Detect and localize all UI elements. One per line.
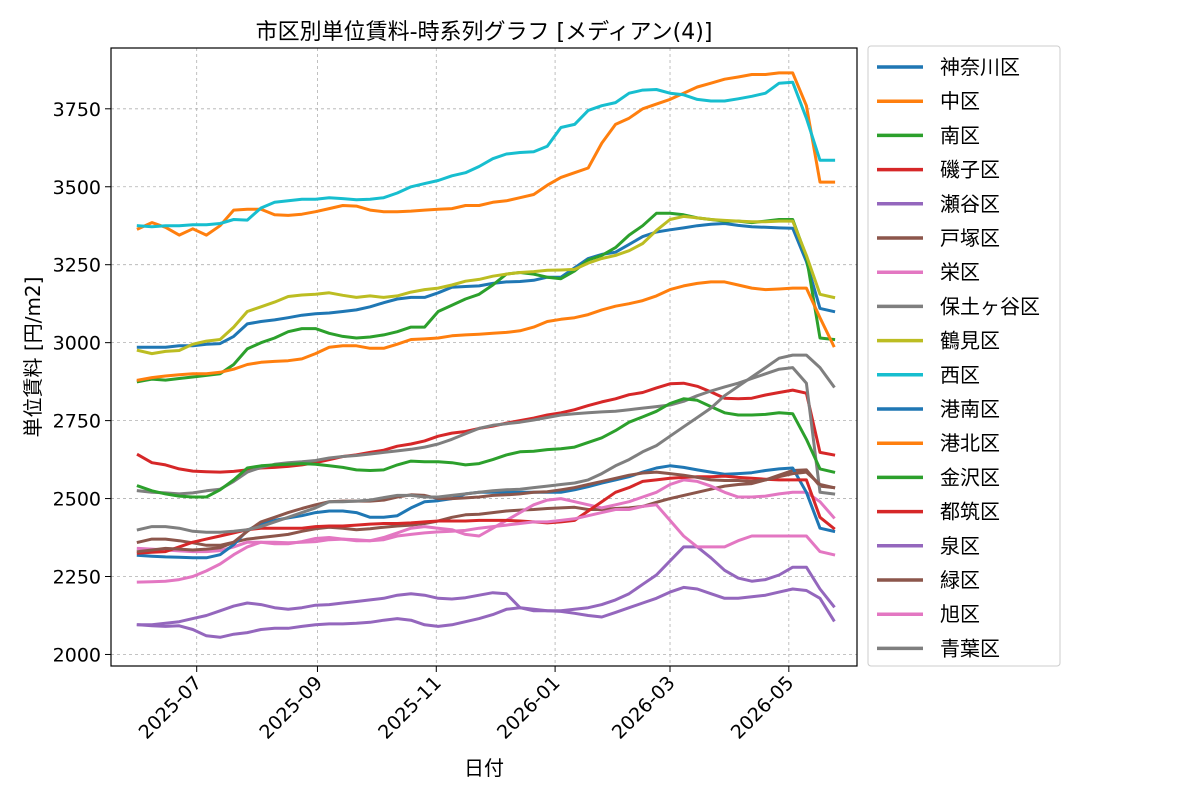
series-line <box>136 585 836 639</box>
legend-label: 磯子区 <box>940 158 1000 182</box>
legend-label: 青葉区 <box>940 636 1000 660</box>
legend-label: 南区 <box>940 123 980 147</box>
legend-label: 瀬谷区 <box>940 192 1000 216</box>
y-tick-label: 3000 <box>53 333 101 355</box>
series-line <box>136 470 836 554</box>
series-line <box>136 222 836 349</box>
series-line <box>136 478 836 554</box>
legend-label: 金沢区 <box>940 465 1000 489</box>
legend-items: 神奈川区中区南区磯子区瀬谷区戸塚区栄区保土ヶ谷区鶴見区西区港南区港北区金沢区都筑… <box>877 55 1040 660</box>
legend: 神奈川区中区南区磯子区瀬谷区戸塚区栄区保土ヶ谷区鶴見区西区港南区港北区金沢区都筑… <box>867 45 1061 667</box>
series-line <box>136 214 836 356</box>
series-line <box>136 366 836 496</box>
y-tick-label: 2250 <box>53 567 101 589</box>
y-tick-label: 2000 <box>53 644 101 666</box>
series-line <box>136 397 836 499</box>
chart-title: 市区別単位賃料-時系列グラフ [メディアン(4)] <box>256 20 713 45</box>
legend-label: 西区 <box>940 363 980 387</box>
y-axis-label: 単位賃料 [円/m2] <box>21 277 45 438</box>
grid-lines <box>111 48 857 666</box>
legend-label: 保土ヶ谷区 <box>940 294 1040 318</box>
plot-frame <box>110 47 858 667</box>
legend-label: 戸塚区 <box>940 226 1000 250</box>
legend-label: 泉区 <box>940 534 980 558</box>
legend-label: 港北区 <box>940 431 1000 455</box>
y-tick-label: 3500 <box>53 177 101 199</box>
series-line <box>136 503 836 584</box>
y-tick-label: 2750 <box>53 411 101 433</box>
y-tick-label: 3750 <box>53 99 101 121</box>
legend-label: 神奈川区 <box>940 55 1020 79</box>
series-line <box>136 353 836 534</box>
series-line <box>136 80 836 229</box>
legend-label: 港南区 <box>940 397 1000 421</box>
legend-label: 栄区 <box>940 260 980 284</box>
x-axis-label: 日付 <box>464 756 504 780</box>
legend-label: 緑区 <box>940 568 980 592</box>
series-lines <box>136 71 836 639</box>
plot-background <box>111 48 857 666</box>
series-line <box>136 71 836 237</box>
legend-label: 中区 <box>940 89 980 113</box>
legend-label: 旭区 <box>940 602 980 626</box>
series-line <box>136 545 836 627</box>
y-tick-label: 2500 <box>53 489 101 511</box>
legend-label: 都筑区 <box>940 500 1000 524</box>
legend-label: 鶴見区 <box>940 329 1000 353</box>
series-line <box>136 280 836 382</box>
y-tick-label: 3250 <box>53 255 101 277</box>
